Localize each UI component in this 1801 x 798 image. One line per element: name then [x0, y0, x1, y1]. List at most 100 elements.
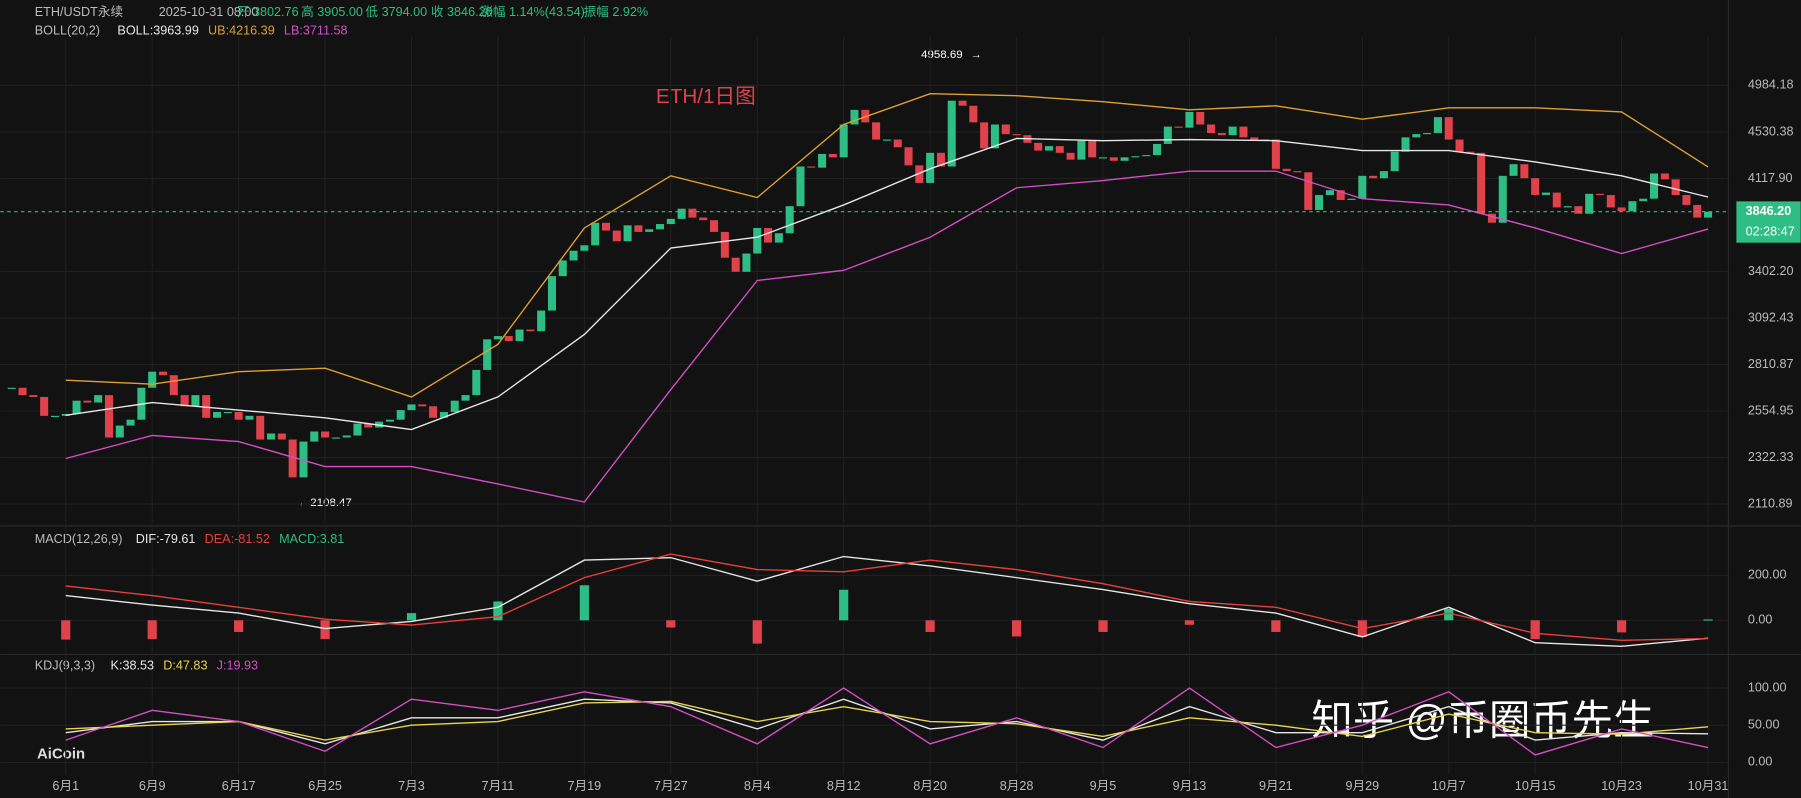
macd-bar	[320, 620, 330, 640]
candle	[764, 227, 773, 243]
candle	[1304, 172, 1313, 210]
candle	[299, 441, 308, 478]
x-tick-label: 6月25	[308, 779, 342, 793]
candle	[1282, 168, 1291, 172]
y-tick-label: 4530.38	[1748, 124, 1794, 138]
candle	[50, 415, 59, 417]
close: 收 3846.20	[431, 5, 493, 19]
candle	[1682, 195, 1691, 205]
candle	[850, 109, 859, 125]
x-tick-label: 9月13	[1173, 779, 1207, 793]
candle	[526, 329, 535, 332]
legend-entry: DIF:-79.61	[136, 532, 196, 546]
candle	[493, 336, 502, 340]
candle	[83, 400, 92, 403]
candle	[1217, 133, 1226, 136]
y-tick-label: 2810.87	[1748, 357, 1794, 371]
arrow: ←	[298, 497, 309, 509]
macd-bar	[1530, 620, 1540, 640]
macd-bar	[1703, 619, 1713, 621]
candle	[1369, 175, 1378, 179]
y-tick-label: 4117.90	[1748, 171, 1793, 185]
candle	[1541, 192, 1551, 196]
low-label: 2108.47	[310, 497, 351, 509]
macd-bar	[1617, 620, 1627, 633]
x-tick-label: 10月23	[1601, 779, 1642, 793]
y-tick-label: 3092.43	[1748, 310, 1794, 324]
candle	[720, 231, 729, 258]
candle	[591, 222, 600, 246]
macd-bar	[839, 589, 849, 621]
candle	[655, 224, 665, 230]
candle	[1520, 164, 1529, 179]
candle	[450, 400, 459, 413]
candle	[1250, 137, 1259, 141]
candle	[472, 369, 481, 396]
y-tick-label: 50.00	[1748, 718, 1780, 732]
x-tick-label: 10月15	[1515, 779, 1556, 793]
candle	[1358, 175, 1367, 199]
candle	[1509, 164, 1518, 176]
candle	[1055, 146, 1064, 153]
macd-bar	[147, 620, 157, 640]
macd-bar	[1011, 620, 1022, 637]
macd-bar	[406, 613, 417, 621]
candle	[926, 152, 935, 183]
candle	[904, 147, 913, 166]
x-tick-label: 7月11	[482, 779, 515, 793]
candle	[731, 257, 740, 272]
candle	[1315, 195, 1324, 210]
macd-bar	[752, 620, 762, 644]
x-tick-label: 8月12	[827, 779, 861, 793]
candle	[72, 400, 81, 414]
candle	[310, 431, 319, 442]
x-tick-label: 7月19	[568, 779, 602, 793]
macd-bar	[234, 620, 244, 632]
candle	[612, 230, 621, 242]
candle	[1131, 156, 1140, 158]
candle	[1012, 134, 1021, 136]
candle	[742, 253, 751, 272]
x-tick-label: 8月20	[913, 779, 947, 793]
candle	[1325, 190, 1334, 196]
brand: AiCoin	[37, 745, 85, 762]
candle	[558, 260, 567, 277]
candle	[439, 412, 448, 418]
candle	[418, 404, 427, 407]
candle	[267, 433, 276, 440]
macd-bar	[1098, 620, 1108, 632]
candle	[1606, 195, 1615, 208]
y-tick-label: 0.00	[1748, 755, 1773, 769]
macd-bar	[61, 620, 71, 640]
candle	[1639, 198, 1648, 202]
candle	[645, 229, 654, 232]
candle	[461, 395, 470, 401]
candle	[1498, 175, 1507, 223]
amplitude: 振幅 2.92%	[584, 5, 649, 19]
candle	[104, 395, 113, 438]
chart-title: ETH/1日图	[656, 85, 756, 108]
x-tick-label: 8月4	[744, 779, 771, 793]
candle	[1444, 117, 1453, 140]
y-tick-label: 2322.33	[1748, 450, 1794, 464]
indicator-line	[65, 92, 1709, 398]
candle	[569, 250, 578, 261]
indicator-line	[65, 700, 1709, 741]
macd-bar	[579, 585, 589, 621]
candle	[1196, 111, 1205, 125]
candle	[1412, 134, 1421, 138]
candle	[180, 395, 189, 407]
indicator-line	[65, 687, 1709, 756]
candle	[94, 395, 103, 403]
legend-entry: BOLL:3963.99	[117, 23, 198, 37]
candle	[1163, 126, 1172, 144]
candle	[1628, 201, 1637, 212]
candle	[1239, 126, 1248, 138]
legend-entry: J:19.93	[217, 658, 258, 672]
x-tick-label: 10月7	[1432, 779, 1466, 793]
candle	[753, 227, 762, 254]
candle	[1433, 117, 1442, 134]
candle	[1455, 139, 1464, 152]
